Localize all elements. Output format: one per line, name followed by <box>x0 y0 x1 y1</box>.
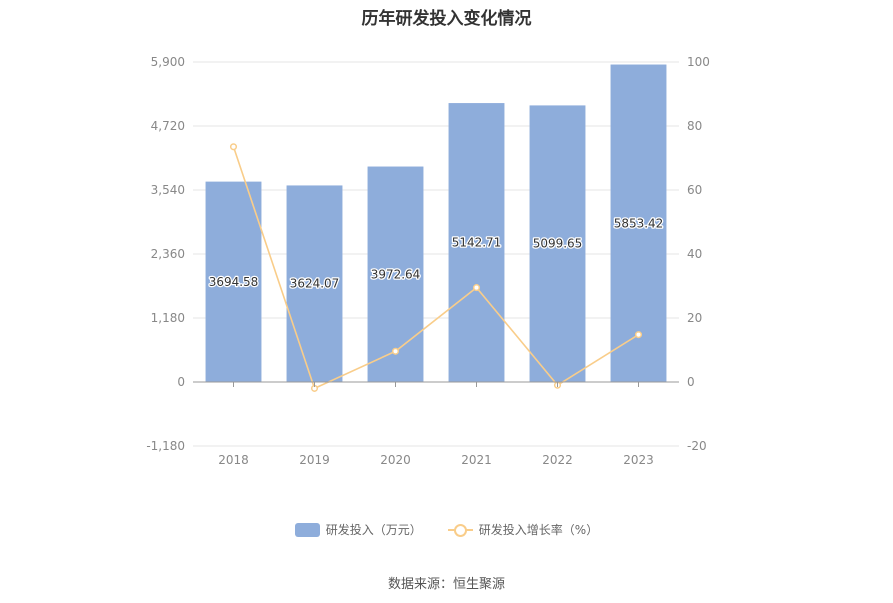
bar-value-label: 3694.58 <box>209 275 259 289</box>
left-tick-label: -1,180 <box>146 439 185 453</box>
growth-rate-point <box>472 284 481 292</box>
left-tick-label: 5,900 <box>151 55 185 69</box>
left-tick-label: 0 <box>177 375 185 389</box>
data-source: 数据来源：恒生聚源 <box>387 577 505 592</box>
left-tick-label: 1,180 <box>151 311 185 325</box>
legend-label-bar: 研发投入（万元） <box>325 523 422 537</box>
growth-rate-line <box>232 146 639 390</box>
grid-lines <box>193 61 679 447</box>
x-axis-ticks: 2018 2019 2020 2021 2022 2023 <box>218 453 654 467</box>
bar-labels: 3694.58 3624.07 3972.64 5142.71 5099.65 5853.… <box>207 215 664 292</box>
growth-line <box>229 143 643 392</box>
right-tick-label: -20 <box>687 439 707 453</box>
legend-bar-swatch <box>294 522 320 537</box>
bar-value-label: 5099.65 <box>533 237 583 251</box>
left-tick-label: 4,720 <box>151 119 185 133</box>
bar <box>610 64 667 383</box>
right-tick-label: 40 <box>687 247 702 261</box>
x-tick-label: 2018 <box>218 453 249 467</box>
bar <box>367 166 424 382</box>
growth-rate-point <box>634 331 643 339</box>
growth-rate-point <box>391 347 400 355</box>
legend-item-line[interactable]: 研发投入增长率（%） <box>447 521 599 538</box>
left-tick-label: 2,360 <box>151 247 185 261</box>
axes <box>193 381 679 387</box>
x-tick-label: 2023 <box>623 453 654 467</box>
x-tick-label: 2022 <box>542 453 573 467</box>
right-tick-label: 80 <box>687 119 702 133</box>
right-tick-label: 0 <box>687 375 695 389</box>
bar-value-label: 3624.07 <box>290 277 340 291</box>
bar-value-label: 5853.42 <box>614 216 664 230</box>
right-axis-ticks: -20 0 20 40 60 80 100 <box>687 55 710 453</box>
legend-line-swatch <box>447 523 473 537</box>
right-tick-label: 100 <box>687 55 710 69</box>
legend-label-line: 研发投入增长率（%） <box>478 523 599 537</box>
left-tick-label: 3,540 <box>151 183 185 197</box>
x-tick-label: 2020 <box>380 453 411 467</box>
bar <box>205 181 262 382</box>
bars <box>205 64 667 383</box>
bar <box>286 185 343 382</box>
right-tick-label: 60 <box>687 183 702 197</box>
bar <box>529 105 586 382</box>
left-axis-ticks: -1,180 0 1,180 2,360 3,540 4,720 5,900 <box>146 55 185 453</box>
growth-rate-point <box>229 143 238 151</box>
right-tick-label: 20 <box>687 311 702 325</box>
x-tick-label: 2021 <box>461 453 492 467</box>
bar-value-label: 5142.71 <box>452 236 502 250</box>
bar <box>448 103 505 382</box>
chart-title: 历年研发投入变化情况 <box>361 9 532 29</box>
x-tick-label: 2019 <box>299 453 330 467</box>
bar-value-label: 3972.64 <box>371 267 421 281</box>
legend-item-bar[interactable]: 研发投入（万元） <box>294 521 422 538</box>
legend: 研发投入（万元） 研发投入增长率（%） <box>0 521 893 538</box>
